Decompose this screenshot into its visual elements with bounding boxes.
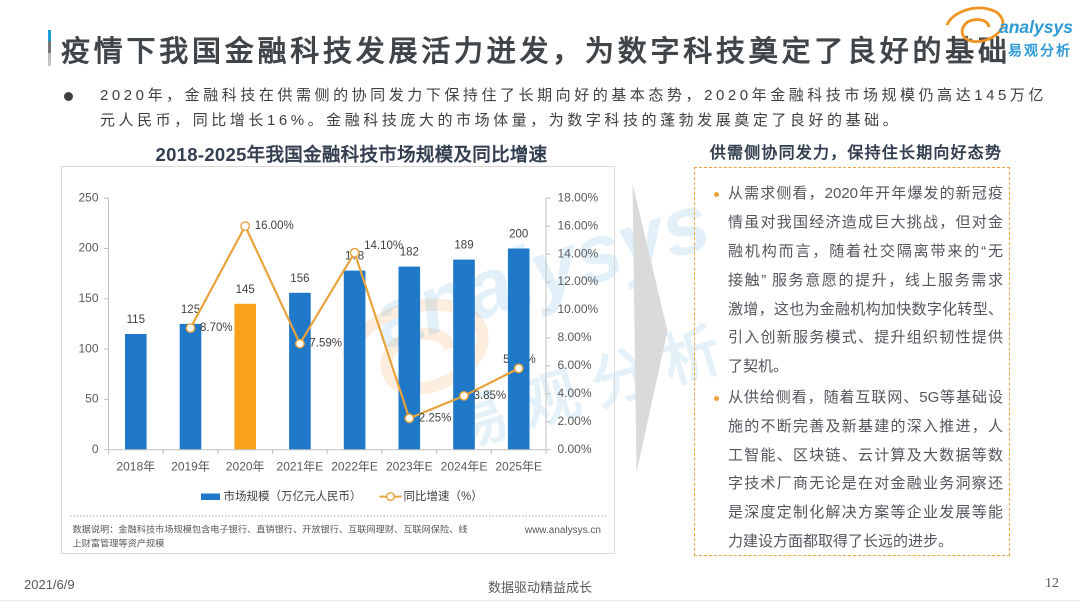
svg-text:50: 50 — [85, 391, 99, 405]
svg-text:3.85%: 3.85% — [473, 389, 506, 401]
svg-text:250: 250 — [78, 190, 98, 204]
svg-text:156: 156 — [290, 272, 309, 284]
svg-text:14.00%: 14.00% — [557, 246, 598, 260]
svg-text:易观分析: 易观分析 — [1008, 43, 1072, 59]
svg-text:189: 189 — [454, 239, 473, 251]
svg-text:上财富管理等资产规模: 上财富管理等资产规模 — [72, 537, 164, 548]
svg-text:10.00%: 10.00% — [557, 302, 598, 316]
svg-text:100: 100 — [78, 341, 98, 355]
svg-text:12.00%: 12.00% — [557, 274, 598, 288]
svg-text:16.00%: 16.00% — [557, 218, 598, 232]
svg-text:16.00%: 16.00% — [254, 220, 293, 232]
svg-text:2.25%: 2.25% — [418, 412, 451, 424]
svg-text:14.10%: 14.10% — [364, 240, 403, 252]
svg-text:8.00%: 8.00% — [557, 330, 591, 344]
svg-text:2024年E: 2024年E — [440, 459, 487, 473]
svg-text:2019年: 2019年 — [171, 459, 210, 473]
svg-text:7.59%: 7.59% — [309, 337, 342, 349]
svg-text:200: 200 — [78, 240, 98, 254]
svg-text:125: 125 — [180, 303, 199, 315]
svg-text:2021年E: 2021年E — [276, 459, 323, 473]
svg-text:2018年: 2018年 — [116, 459, 155, 473]
svg-text:4.00%: 4.00% — [557, 385, 591, 399]
svg-text:2025年E: 2025年E — [495, 459, 542, 473]
svg-text:18.00%: 18.00% — [557, 190, 598, 204]
svg-text:analysys: analysys — [999, 17, 1073, 37]
svg-text:145: 145 — [235, 283, 254, 295]
svg-text:200: 200 — [509, 228, 528, 240]
svg-text:2020年: 2020年 — [225, 459, 264, 473]
svg-text:2023年E: 2023年E — [385, 459, 432, 473]
svg-text:6.00%: 6.00% — [557, 358, 591, 372]
svg-text:182: 182 — [399, 246, 418, 258]
svg-text:2.00%: 2.00% — [557, 413, 591, 427]
svg-text:0.00%: 0.00% — [557, 441, 591, 455]
svg-text:0: 0 — [91, 441, 98, 455]
svg-text:www.analysys.cn: www.analysys.cn — [523, 525, 600, 536]
svg-text:市场规模（万亿元人民币）: 市场规模（万亿元人民币） — [223, 489, 361, 503]
svg-text:同比增速（%）: 同比增速（%） — [403, 489, 482, 503]
svg-text:150: 150 — [78, 290, 98, 304]
svg-text:2022年E: 2022年E — [331, 459, 378, 473]
svg-text:8.70%: 8.70% — [200, 322, 233, 334]
svg-text:数据说明：金融科技市场规模包含电子银行、直销银行、开放银行、: 数据说明：金融科技市场规模包含电子银行、直销银行、开放银行、互联网理财、互联网保… — [72, 523, 467, 534]
svg-text:115: 115 — [126, 314, 144, 326]
